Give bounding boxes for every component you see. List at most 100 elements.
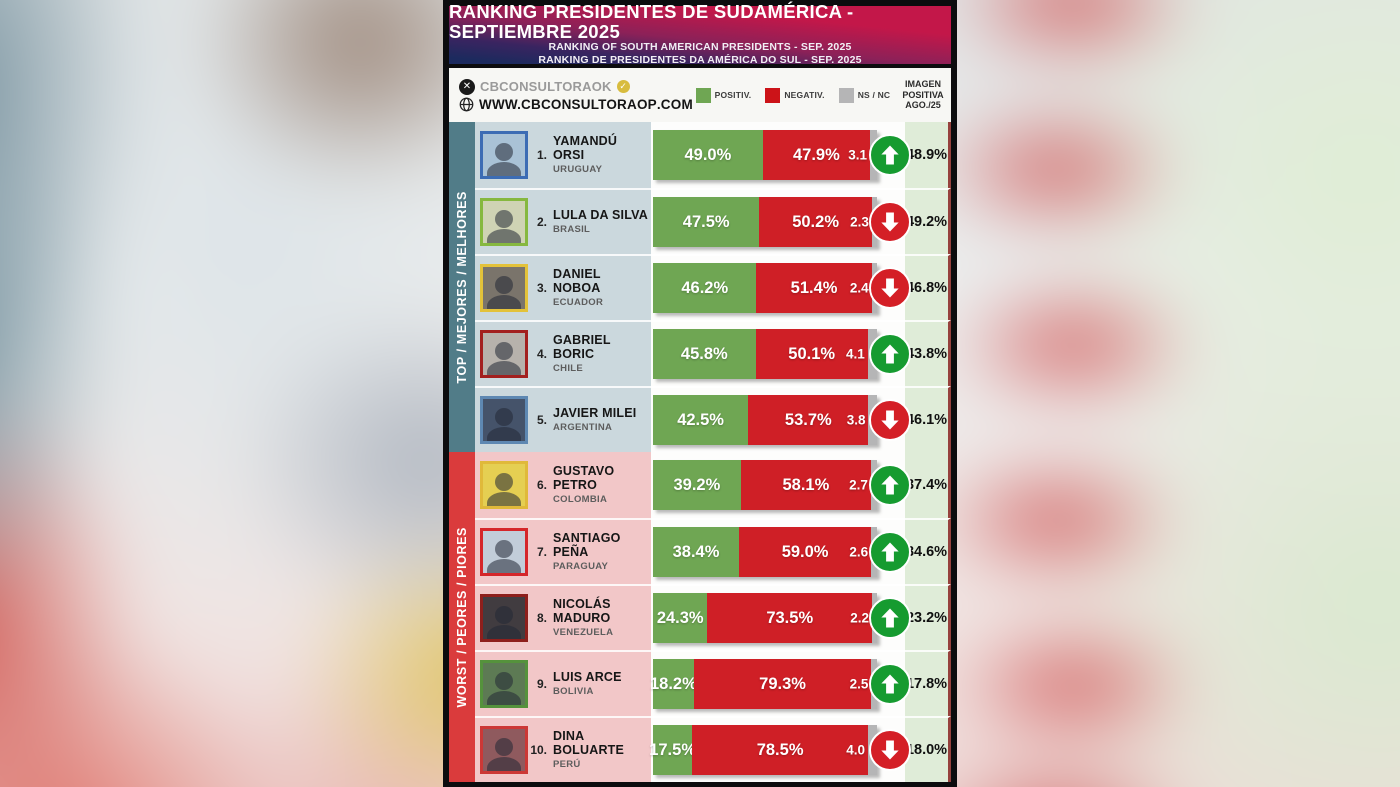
previous-month-value: 43.8% [905, 320, 951, 386]
president-label-zone: 10. DINA BOLUARTE PERÚ [475, 716, 651, 782]
trend-arrow-icon [869, 134, 911, 176]
url-domain: CBCONSULTORAOP [521, 96, 657, 112]
president-country: CHILE [553, 363, 583, 375]
president-label-zone: 2. LULA DA SILVA BRASIL [475, 188, 651, 254]
president-identity: NICOLÁS MADURO VENEZUELA [550, 596, 651, 638]
president-row: 3. DANIEL NOBOA ECUADOR 46.2% 51.4% 2.4 … [475, 254, 951, 320]
rank-number: 5. [536, 413, 547, 427]
negative-value: 50.2% [792, 212, 839, 231]
president-identity: DINA BOLUARTE PERÚ [550, 729, 651, 770]
president-label-zone: 3. DANIEL NOBOA ECUADOR [475, 254, 651, 320]
photo-silhouette [495, 143, 513, 161]
president-row: 6. GUSTAVO PETRO COLOMBIA 39.2% 58.1% 2.… [475, 452, 951, 518]
negative-value: 78.5% [756, 740, 804, 759]
negative-value: 47.9% [792, 145, 840, 164]
positive-segment: 39.2% [653, 460, 741, 510]
approval-bar-zone: 47.5% 50.2% 2.3 [651, 188, 911, 254]
president-identity: LUIS ARCE BOLIVIA [550, 670, 651, 698]
president-country: ARGENTINA [553, 422, 613, 434]
trend-arrow-icon [869, 201, 911, 243]
president-photo [480, 461, 528, 509]
positive-value: 38.4% [672, 542, 720, 561]
nsnc-value: 2.2 [850, 610, 870, 626]
positive-value: 39.2% [673, 475, 721, 494]
negative-value: 58.1% [782, 475, 830, 494]
prev-header-line: AGO./25 [905, 100, 941, 111]
nsnc-swatch [838, 87, 854, 103]
president-row: 4. GABRIEL BORIC CHILE 45.8% 50.1% 4.1 4… [475, 320, 951, 386]
legend-item-negative: NEGATIV. [765, 87, 824, 103]
stacked-approval-bar: 38.4% 59.0% 2.6 [653, 527, 877, 577]
president-photo [480, 660, 528, 708]
previous-month-value: 37.4% [905, 452, 951, 518]
url-suffix: .COM [656, 96, 693, 112]
president-label-zone: 9. LUIS ARCE BOLIVIA [475, 650, 651, 716]
trend-arrow-icon [869, 597, 911, 639]
previous-month-value: 18.0% [905, 716, 951, 782]
url-prefix: WWW. [479, 96, 522, 112]
president-country: BOLIVIA [553, 686, 594, 698]
negative-value: 50.1% [788, 344, 836, 363]
positive-value: 49.0% [684, 145, 732, 164]
rank-number: 7. [536, 545, 547, 559]
president-photo [480, 264, 528, 312]
president-identity: SANTIAGO PEÑA PARAGUAY [550, 531, 651, 573]
header-strip: ✕ CBCONSULTORAOK ✓ WWW.CBCONSULTORAOP.CO… [449, 68, 951, 122]
president-photo [480, 198, 528, 246]
negative-segment: 73.5% [707, 593, 873, 643]
legend-label: POSITIV. [714, 90, 752, 100]
approval-bar-zone: 38.4% 59.0% 2.6 [651, 518, 911, 584]
positive-value: 42.5% [677, 410, 724, 429]
photo-silhouette [487, 361, 521, 375]
approval-bar-zone: 18.2% 79.3% 2.5 [650, 650, 911, 716]
nsnc-value: 2.5 [849, 676, 869, 692]
photo-silhouette [495, 342, 513, 360]
verified-badge-icon: ✓ [616, 80, 630, 93]
negative-segment: 51.4% [756, 263, 872, 313]
approval-bar-zone: 39.2% 58.1% 2.7 [651, 452, 911, 518]
x-account-name: CBCONSULTORAOK [480, 79, 612, 94]
president-identity: LULA DA SILVA BRASIL [550, 208, 651, 236]
stacked-approval-bar: 17.5% 78.5% 4.0 [649, 725, 877, 775]
negative-segment: 59.0% [739, 527, 872, 577]
nsnc-value: 3.8 [846, 412, 866, 428]
stacked-approval-bar: 47.5% 50.2% 2.3 [653, 197, 877, 247]
trend-arrow-icon [869, 531, 911, 573]
photo-silhouette [487, 162, 521, 176]
positive-segment: 42.5% [653, 395, 749, 445]
photo-silhouette [495, 408, 513, 426]
president-name: YAMANDÚ ORSI [553, 133, 618, 162]
website-line: WWW.CBCONSULTORAOP.COM [459, 97, 693, 112]
president-country: PARAGUAY [553, 561, 609, 573]
president-row: 8. NICOLÁS MADURO VENEZUELA 24.3% 73.5% … [475, 584, 951, 650]
president-identity: DANIEL NOBOA ECUADOR [550, 267, 651, 308]
ranking-rows: TOP / MEJORES / MELHORES 1. YAMANDÚ ORSI… [449, 122, 951, 782]
rank-number: 4. [536, 347, 547, 361]
president-label-zone: 4. GABRIEL BORIC CHILE [475, 320, 651, 386]
president-row: 2. LULA DA SILVA BRASIL 47.5% 50.2% 2.3 … [475, 188, 951, 254]
president-country: COLOMBIA [553, 494, 608, 506]
rank-number: 8. [536, 611, 547, 625]
president-row: 9. LUIS ARCE BOLIVIA 18.2% 79.3% 2.5 17.… [475, 650, 951, 716]
president-label-zone: 1. YAMANDÚ ORSI URUGUAY [475, 122, 651, 188]
previous-month-value: 46.8% [905, 254, 951, 320]
nsnc-value: 2.4 [849, 280, 869, 296]
title-banner: RANKING PRESIDENTES DE SUDAMÉRICA - SEPT… [449, 2, 951, 66]
stacked-approval-bar: 45.8% 50.1% 4.1 [653, 329, 877, 379]
previous-month-value: 17.8% [905, 650, 951, 716]
legend-item-positive: POSITIV. [695, 87, 752, 103]
president-label-zone: 6. GUSTAVO PETRO COLOMBIA [475, 452, 651, 518]
group-worst: WORST / PEORES / PIORES 6. GUSTAVO PETRO… [449, 452, 951, 782]
positive-value: 17.5% [649, 740, 696, 759]
rank-number: 9. [536, 677, 547, 691]
president-row: 1. YAMANDÚ ORSI URUGUAY 49.0% 47.9% 3.1 … [475, 122, 951, 188]
positive-segment: 38.4% [653, 527, 740, 577]
subtitle-english: RANKING OF SOUTH AMERICAN PRESIDENTS - S… [548, 41, 852, 54]
president-name: NICOLÁS MADURO [553, 596, 611, 625]
top-group-label: TOP / MEJORES / MELHORES [455, 190, 469, 384]
negative-value: 73.5% [766, 608, 814, 627]
stacked-approval-bar: 46.2% 51.4% 2.4 [653, 263, 877, 313]
president-photo [480, 330, 528, 378]
negative-segment: 47.9% [762, 130, 871, 180]
